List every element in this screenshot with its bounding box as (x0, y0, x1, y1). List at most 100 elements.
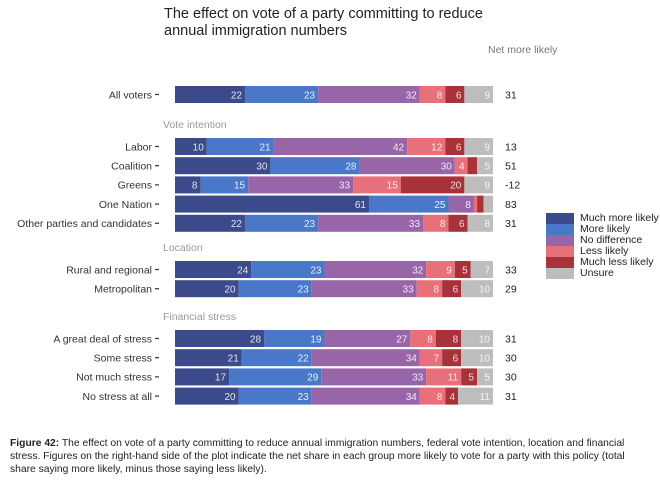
legend-label: More likely (580, 223, 631, 235)
data-label: 6 (456, 142, 462, 153)
bar-segment-less-likely (416, 280, 443, 298)
legend-label: Less likely (580, 245, 629, 257)
data-label: 28 (250, 334, 262, 345)
bar-segment-much-less-likely (445, 387, 459, 405)
bar-segment-no-difference (311, 280, 417, 298)
data-label: 9 (446, 265, 452, 276)
bar-segment-much-less-likely (461, 368, 478, 386)
category-label: Coalition (111, 161, 152, 173)
bar-segment-less-likely (423, 214, 449, 232)
bar-segment-more-likely (229, 368, 322, 386)
bar-segment-much-less-likely (467, 157, 478, 175)
bar-segment-much-more-likely (175, 330, 265, 347)
category-label: Not much stress (76, 372, 152, 384)
bar-segment-no-difference (324, 330, 411, 347)
bar-segment-less-likely (473, 195, 478, 213)
bar-segment-much-less-likely (445, 138, 465, 155)
data-label: 33 (412, 373, 424, 384)
data-label: 9 (484, 142, 490, 153)
data-label: 8 (453, 334, 459, 345)
data-label: 24 (237, 265, 249, 276)
data-label: 30 (256, 162, 268, 173)
data-label: 8 (484, 219, 490, 230)
bar-segment-less-likely (410, 330, 436, 347)
category-label: All voters (109, 89, 152, 101)
bar-segment-much-more-likely (175, 176, 201, 194)
bar-segment-more-likely (244, 214, 319, 232)
legend-swatch (546, 246, 574, 257)
caption-text: The effect on vote of a party committing… (10, 438, 625, 475)
bar-segment-less-likely (419, 349, 443, 367)
data-label: 5 (469, 373, 475, 384)
data-label: 20 (224, 392, 236, 403)
net-value-label: 51 (505, 161, 517, 173)
bar-segment-more-likely (264, 330, 325, 347)
data-label: 22 (231, 219, 243, 230)
bar-segment-much-less-likely (448, 214, 468, 232)
legend-item: Unsure (546, 268, 659, 279)
data-label: 8 (437, 392, 443, 403)
data-label: 32 (412, 265, 424, 276)
data-label: 34 (406, 392, 418, 403)
category-label: Labor (125, 141, 152, 153)
data-label: 32 (406, 90, 418, 101)
data-label: 10 (193, 142, 205, 153)
bar-segment-less-likely (454, 157, 468, 175)
net-value-label: 83 (505, 199, 517, 211)
data-label: 8 (192, 181, 198, 192)
bar-segment-much-more-likely (175, 280, 239, 298)
bar-segment-more-likely (241, 349, 312, 367)
bar-segment-no-difference (318, 214, 424, 232)
bar-segment-less-likely (419, 86, 446, 103)
bar-segment-more-likely (251, 261, 325, 278)
bar-segment-less-likely (426, 368, 462, 386)
bar-segment-much-more-likely (175, 214, 245, 232)
category-label: A great deal of stress (53, 333, 152, 345)
data-label: 5 (462, 265, 468, 276)
category-label: Metropolitan (94, 284, 152, 296)
category-label: No stress at all (83, 391, 152, 403)
data-label: 61 (355, 200, 367, 211)
data-label: 11 (480, 392, 491, 403)
bar-segment-more-likely (238, 280, 312, 298)
net-column-header: Net more likely (488, 44, 558, 56)
bar-segment-no-difference (448, 195, 474, 213)
net-value-label: 31 (505, 218, 517, 230)
net-value-label: 31 (505, 333, 517, 345)
bar-segment-more-likely (206, 138, 274, 155)
data-label: 8 (465, 200, 471, 211)
bar-segment-more-likely (270, 157, 360, 175)
bar-segment-much-less-likely (442, 349, 462, 367)
group-heading: Location (163, 242, 203, 254)
bar-segment-unsure (477, 368, 493, 386)
data-label: 20 (450, 181, 462, 192)
data-label: 8 (437, 90, 443, 101)
chart-title-line-2: annual immigration numbers (164, 23, 347, 39)
data-label: 23 (304, 219, 316, 230)
data-label: 30 (441, 162, 453, 173)
legend-item: No difference (546, 235, 659, 246)
bar-segment-unsure (464, 176, 493, 194)
category-label: Some stress (94, 353, 152, 365)
data-label: 28 (345, 162, 357, 173)
legend-swatch (546, 224, 574, 235)
legend-item: More likely (546, 224, 659, 235)
chart-legend: Much more likely More likely No difference… (546, 213, 659, 279)
net-value-label: 31 (505, 89, 517, 101)
legend-swatch (546, 213, 574, 224)
chart-title-line-1: The effect on vote of a party committing… (164, 6, 483, 22)
data-label: 23 (298, 392, 310, 403)
net-value-label: 33 (505, 264, 517, 276)
legend-swatch (546, 257, 574, 268)
legend-item: Less likely (546, 246, 659, 257)
bar-segment-unsure (461, 330, 493, 347)
data-label: 29 (307, 373, 319, 384)
data-label: 25 (434, 200, 446, 211)
data-label: 19 (310, 334, 322, 345)
bar-segment-more-likely (244, 86, 319, 103)
data-label: 11 (448, 373, 459, 384)
data-label: 8 (427, 334, 433, 345)
data-label: 7 (484, 265, 490, 276)
bar-segment-no-difference (359, 157, 455, 175)
bar-segment-unsure (461, 280, 493, 298)
